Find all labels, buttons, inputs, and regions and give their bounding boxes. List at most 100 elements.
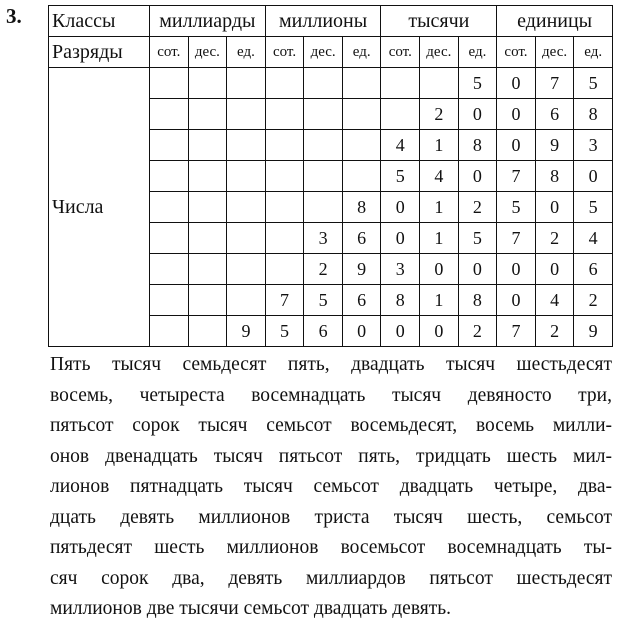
digit-header: ед. — [457, 36, 498, 68]
digit-cell — [187, 160, 228, 192]
digit-cell — [187, 191, 228, 223]
digit-cell: 5 — [264, 315, 305, 347]
digit-cell — [264, 98, 305, 130]
digits-label: Разряды — [48, 36, 150, 68]
place-value-table: Классы миллиарды миллионы тысячи единицы… — [48, 5, 613, 347]
digit-cell: 0 — [496, 98, 536, 130]
digit-cell: 0 — [341, 315, 382, 347]
digit-cell — [149, 98, 189, 130]
answer-text: Пять тысяч семьдесят пять, двадцать тыся… — [50, 350, 612, 625]
answer-line: пятьдесят шесть миллионов восемьсот восе… — [50, 537, 612, 558]
digit-cell: 4 — [380, 129, 421, 161]
digit-cell: 3 — [303, 222, 343, 254]
digit-cell — [187, 315, 228, 347]
digit-cell: 5 — [380, 160, 421, 192]
digit-cell — [264, 160, 305, 192]
digit-cell: 0 — [457, 253, 498, 285]
digit-cell: 0 — [534, 253, 575, 285]
digit-cell: 0 — [380, 222, 421, 254]
digit-cell — [187, 129, 228, 161]
digit-header: дес. — [419, 36, 459, 68]
digit-cell: 4 — [573, 222, 613, 254]
digit-cell: 2 — [534, 315, 575, 347]
digit-cell — [341, 98, 382, 130]
digit-cell: 6 — [341, 284, 382, 316]
answer-line: миллионов две тысячи семьсот двадцать де… — [50, 598, 452, 619]
digit-cell: 5 — [573, 67, 613, 99]
digit-cell: 0 — [457, 160, 498, 192]
digit-cell — [149, 160, 189, 192]
digit-cell — [149, 284, 189, 316]
digit-cell: 5 — [457, 67, 498, 99]
classes-row: Классы миллиарды миллионы тысячи единицы — [48, 5, 613, 37]
answer-line: восемь, четыреста восемнадцать тысяч дев… — [50, 384, 612, 406]
digit-cell — [187, 222, 228, 254]
digit-cell — [149, 191, 189, 223]
digit-cell: 2 — [303, 253, 343, 285]
digit-cell — [149, 253, 189, 285]
digit-cell — [264, 129, 305, 161]
digit-header: ед. — [573, 36, 613, 68]
digit-cell: 2 — [534, 222, 575, 254]
digit-cell: 2 — [573, 284, 613, 316]
digit-cell: 5 — [496, 191, 536, 223]
digit-cell: 7 — [496, 160, 536, 192]
digit-cell: 6 — [303, 315, 343, 347]
digit-cell: 7 — [496, 315, 536, 347]
digit-cell: 4 — [534, 284, 575, 316]
digit-cell — [380, 98, 421, 130]
answer-line: пятьсот сорок тысяч семьсот восемьдесят,… — [50, 415, 612, 436]
task-number: 3. — [6, 4, 22, 28]
digit-cell — [264, 253, 305, 285]
digit-cell: 4 — [419, 160, 459, 192]
digit-cell: 0 — [496, 284, 536, 316]
number-row: Числа 5 0 7 5 — [48, 67, 613, 347]
digit-cell — [380, 67, 421, 99]
digit-cell — [264, 191, 305, 223]
digit-header: ед. — [226, 36, 266, 68]
digit-cell: 2 — [457, 315, 498, 347]
digit-cell: 3 — [573, 129, 613, 161]
digit-cell — [187, 284, 228, 316]
digit-cell: 8 — [341, 191, 382, 223]
digit-cell: 7 — [534, 67, 575, 99]
digit-cell — [226, 253, 266, 285]
digit-cell: 2 — [419, 98, 459, 130]
digit-cell — [303, 67, 343, 99]
digit-cell: 5 — [457, 222, 498, 254]
answer-line: дцать девять миллионов триста тысяч шест… — [50, 506, 612, 528]
digit-cell — [149, 315, 189, 347]
class-units: единицы — [496, 5, 613, 37]
digit-header: дес. — [187, 36, 228, 68]
digit-cell: 1 — [419, 222, 459, 254]
digit-cell: 1 — [419, 284, 459, 316]
digit-cell: 7 — [264, 284, 305, 316]
digit-cell: 8 — [457, 284, 498, 316]
digit-cell — [226, 67, 266, 99]
class-billions: миллиарды — [149, 5, 266, 37]
digit-cell — [226, 191, 266, 223]
digit-cell: 9 — [573, 315, 613, 347]
answer-line: онов двенадцать тысяч пятьсот пять, трид… — [50, 445, 612, 467]
digit-header: сот. — [149, 36, 189, 68]
digit-cell: 0 — [419, 253, 459, 285]
digit-header: сот. — [496, 36, 536, 68]
digit-header: сот. — [380, 36, 421, 68]
class-millions: миллионы — [264, 5, 382, 37]
digit-cell — [303, 98, 343, 130]
digit-header: ед. — [341, 36, 382, 68]
digit-cell — [226, 129, 266, 161]
answer-line: лионов пятнадцать тысяч семьсот двадцать… — [50, 476, 612, 497]
digit-cell: 0 — [573, 160, 613, 192]
answer-line: сяч сорок два, девять миллиардов пятьсот… — [50, 567, 612, 589]
digit-header: дес. — [534, 36, 575, 68]
digit-cell: 9 — [226, 315, 266, 347]
class-thousands: тысячи — [380, 5, 498, 37]
digit-header: сот. — [264, 36, 305, 68]
numbers-label: Числа — [48, 67, 150, 347]
digit-cell: 6 — [573, 253, 613, 285]
